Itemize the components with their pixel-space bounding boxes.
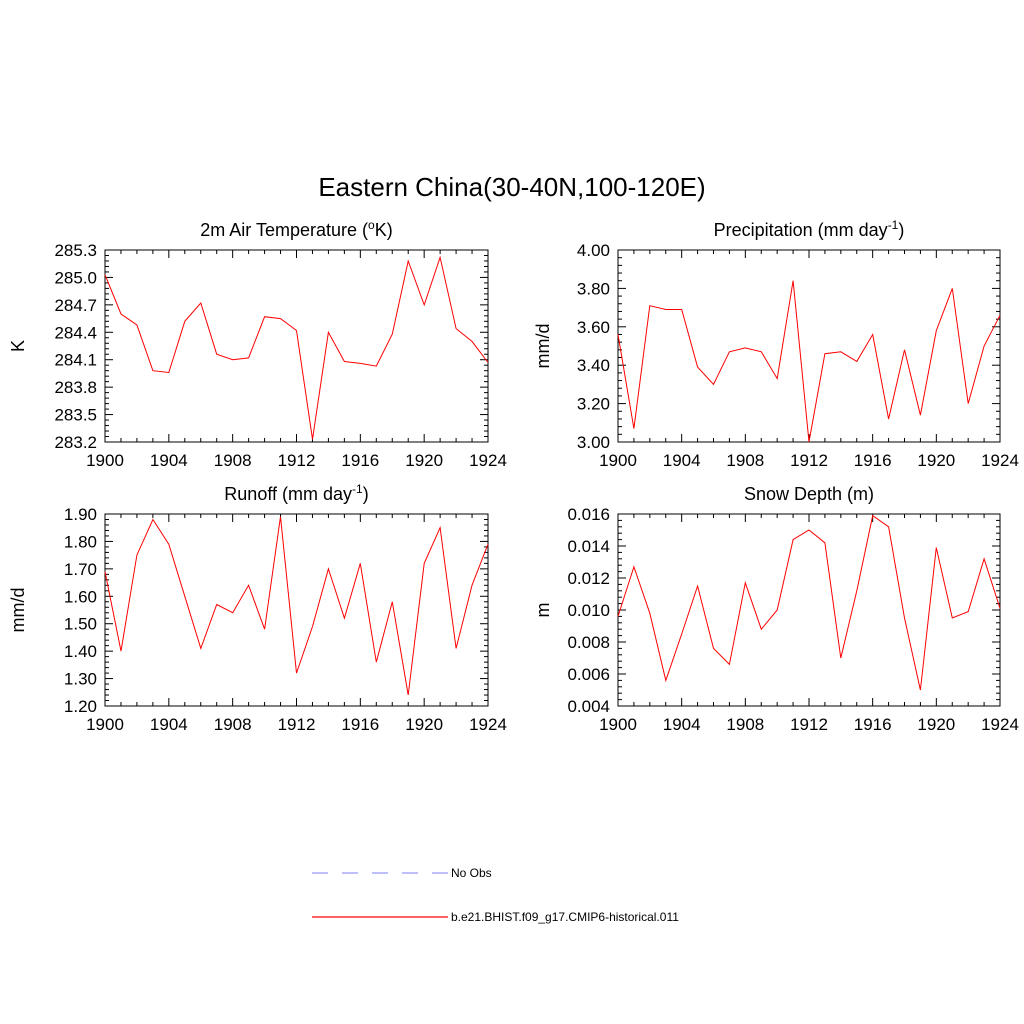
legend-label-no-obs: No Obs (451, 866, 492, 880)
plot-frame (617, 249, 1001, 443)
legend: No Obs b.e21.BHIST.f09_g17.CMIP6-histori… (312, 866, 679, 924)
y-tick-label: 0.004 (567, 697, 610, 716)
x-tick-label: 1912 (790, 715, 828, 734)
x-tick-label: 1900 (86, 451, 124, 470)
y-tick-label: 4.00 (577, 241, 610, 260)
y-tick-label: 3.00 (577, 433, 610, 452)
y-tick-label: 0.010 (567, 601, 610, 620)
panel-1: 1900 1904 1908 1912 1916 1920 1924 283.2 283.5 28… (8, 218, 507, 470)
series-line (617, 514, 1001, 691)
panel-2: 1900 1904 1908 1912 1916 1920 1924 3.00 3.20 3.40… (533, 218, 1019, 470)
plot-frame (104, 513, 489, 707)
x-tick-label: 1920 (405, 451, 443, 470)
y-tick-label: 1.40 (64, 642, 97, 661)
y-tick-label: 283.8 (54, 378, 97, 397)
y-tick-label: 3.40 (577, 356, 610, 375)
y-tick-label: 3.80 (577, 279, 610, 298)
legend-label-model: b.e21.BHIST.f09_g17.CMIP6-historical.011 (451, 910, 679, 924)
panel-4: 1900 1904 1908 1912 1916 1920 1924 0.004 0.006 0.… (533, 484, 1019, 734)
plot-frame (617, 513, 1001, 707)
x-tick-label: 1916 (854, 451, 892, 470)
x-tick-label: 1920 (917, 715, 955, 734)
y-tick-label: 1.30 (64, 670, 97, 689)
y-tick-label: 284.4 (54, 323, 97, 342)
series-line (104, 516, 489, 696)
x-tick-label: 1924 (981, 715, 1019, 734)
y-tick-label: 285.3 (54, 241, 97, 260)
panel-title: Precipitation (mm day-1) (714, 218, 905, 240)
x-tick-label: 1904 (150, 715, 188, 734)
y-tick-label: 1.50 (64, 615, 97, 634)
panel-title: Runoff (mm day-1) (224, 482, 368, 504)
y-tick-label: 0.006 (567, 665, 610, 684)
y-tick-label: 1.80 (64, 532, 97, 551)
figure-title: Eastern China(30-40N,100-120E) (318, 172, 705, 202)
y-tick-label: 0.008 (567, 633, 610, 652)
plot-frame (104, 249, 489, 443)
y-tick-label: 1.90 (64, 505, 97, 524)
y-tick-label: 284.7 (54, 296, 97, 315)
y-tick-label: 0.014 (567, 537, 610, 556)
x-tick-label: 1924 (469, 451, 507, 470)
x-tick-label: 1924 (981, 451, 1019, 470)
x-tick-label: 1900 (599, 715, 637, 734)
x-tick-label: 1920 (917, 451, 955, 470)
y-axis-label: mm/d (533, 324, 553, 369)
x-tick-label: 1912 (278, 451, 316, 470)
y-tick-label: 1.20 (64, 697, 97, 716)
x-tick-label: 1920 (405, 715, 443, 734)
y-axis-label: K (8, 340, 28, 352)
y-tick-label: 1.70 (64, 560, 97, 579)
x-tick-label: 1916 (341, 451, 379, 470)
x-tick-label: 1900 (86, 715, 124, 734)
y-tick-label: 285.0 (54, 268, 97, 287)
y-axis-label: mm/d (8, 588, 28, 633)
x-tick-label: 1908 (726, 715, 764, 734)
x-tick-label: 1916 (854, 715, 892, 734)
x-tick-label: 1912 (790, 451, 828, 470)
y-tick-label: 283.2 (54, 433, 97, 452)
panel-3: 1900 1904 1908 1912 1916 1920 1924 1.20 1.30 1.40… (8, 482, 507, 734)
series-line (104, 255, 489, 440)
x-tick-label: 1904 (663, 715, 701, 734)
y-tick-label: 283.5 (54, 406, 97, 425)
series-line (617, 280, 1001, 443)
x-tick-label: 1900 (599, 451, 637, 470)
panel-title: Snow Depth (m) (744, 484, 874, 504)
y-axis-label: m (533, 603, 553, 618)
y-tick-label: 0.016 (567, 505, 610, 524)
y-tick-label: 1.60 (64, 587, 97, 606)
y-tick-label: 284.1 (54, 351, 97, 370)
y-tick-label: 3.60 (577, 318, 610, 337)
panel-title: 2m Air Temperature (oK) (200, 218, 392, 240)
x-tick-label: 1912 (278, 715, 316, 734)
x-tick-label: 1908 (214, 451, 252, 470)
x-tick-label: 1924 (469, 715, 507, 734)
x-tick-label: 1904 (150, 451, 188, 470)
x-tick-label: 1908 (214, 715, 252, 734)
x-tick-label: 1916 (341, 715, 379, 734)
y-tick-label: 0.012 (567, 569, 610, 588)
x-tick-label: 1904 (663, 451, 701, 470)
x-tick-label: 1908 (726, 451, 764, 470)
panels: 1900 1904 1908 1912 1916 1920 1924 283.2 283.5 28… (8, 218, 1019, 734)
y-tick-label: 3.20 (577, 395, 610, 414)
